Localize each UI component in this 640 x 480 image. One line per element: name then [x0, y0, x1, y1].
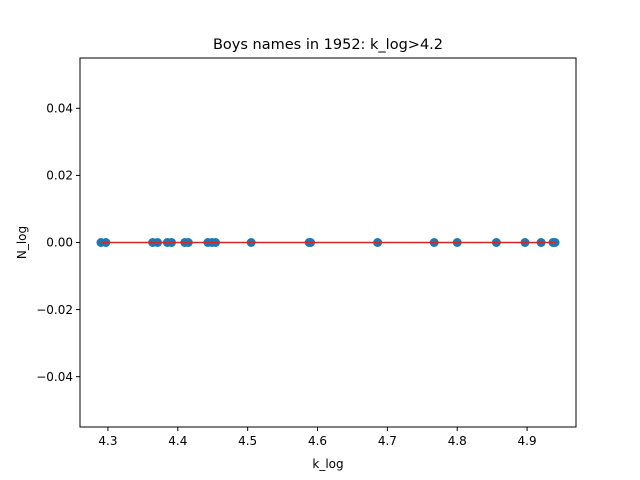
x-tick-label: 4.4: [168, 434, 187, 448]
x-tick-label: 4.5: [238, 434, 257, 448]
y-tick-label: −0.02: [36, 303, 73, 317]
y-tick-label: 0.02: [46, 169, 73, 183]
x-tick-label: 4.8: [448, 434, 467, 448]
x-tick-label: 4.3: [98, 434, 117, 448]
x-axis-ticks: 4.3 4.4 4.5 4.6 4.7 4.8 4.9: [98, 427, 537, 448]
x-tick-label: 4.6: [308, 434, 327, 448]
plot-marks: [96, 238, 560, 247]
chart-title: Boys names in 1952: k_log>4.2: [213, 37, 443, 53]
y-axis-label: N_log: [15, 226, 29, 259]
x-axis-label: k_log: [312, 457, 343, 471]
x-tick-label: 4.7: [378, 434, 397, 448]
y-tick-label: −0.04: [36, 370, 73, 384]
y-tick-label: 0.04: [46, 102, 73, 116]
x-tick-label: 4.9: [518, 434, 537, 448]
y-axis-ticks: 0.04 0.02 0.00 −0.02 −0.04: [36, 102, 80, 384]
y-tick-label: 0.00: [46, 236, 73, 250]
